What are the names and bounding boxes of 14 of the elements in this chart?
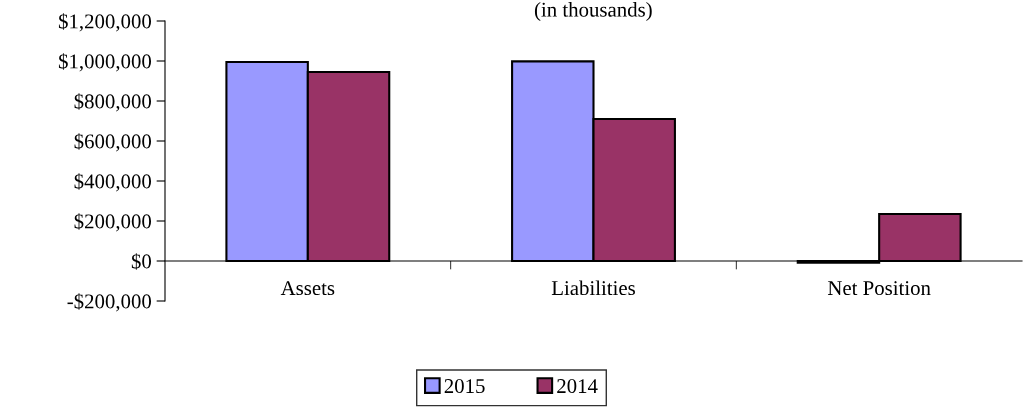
y-tick-label: $0 xyxy=(131,253,152,270)
y-tick-label: $600,000 xyxy=(74,133,152,152)
y-tick-label: -$200,000 xyxy=(67,293,152,312)
y-tick-label: $800,000 xyxy=(74,93,152,112)
y-tick-label: $1,200,000 xyxy=(58,13,152,32)
legend-label: 2015 xyxy=(444,379,485,394)
y-tick-label: $200,000 xyxy=(74,213,152,232)
chart-title: (in thousands) xyxy=(534,2,652,21)
x-tick-label: Net Position xyxy=(827,281,931,296)
y-tick-label: $1,000,000 xyxy=(58,53,152,72)
x-tick-label: Liabilities xyxy=(551,280,635,296)
legend-label: 2014 xyxy=(557,379,598,394)
x-tick-label: Assets xyxy=(280,281,335,296)
y-tick-label: $400,000 xyxy=(74,173,152,192)
